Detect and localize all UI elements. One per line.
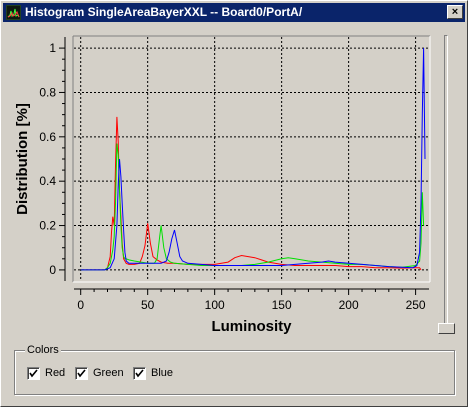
checkmark-icon [135, 368, 144, 377]
green-checkbox-box[interactable] [75, 366, 88, 380]
histogram-plot: 0 0.2 0.4 0.6 0.8 1 0 50 100 150 200 250 Luminosity D… [14, 35, 431, 335]
y-tick-label: 0.4 [39, 174, 56, 188]
close-icon: × [451, 6, 459, 18]
y-axis-label: Distribution [%] [14, 103, 31, 215]
series-line-blue [80, 48, 426, 271]
title-bar[interactable]: Histogram SingleAreaBayerXXL -- Board0/P… [3, 3, 465, 22]
red-checkbox[interactable]: Red [27, 366, 65, 380]
vertical-slider-track[interactable] [444, 35, 448, 327]
y-tick-label: 0.8 [39, 85, 56, 99]
y-tick-label: 0.2 [39, 219, 56, 233]
close-button[interactable]: × [447, 5, 463, 19]
x-tick-label: 100 [205, 298, 225, 312]
checkmark-icon [77, 368, 86, 377]
histogram-app-icon [6, 5, 21, 20]
window-title: Histogram SingleAreaBayerXXL -- Board0/P… [25, 5, 303, 19]
series-line-red [80, 116, 422, 271]
green-checkbox[interactable]: Green [75, 366, 124, 380]
colors-groupbox [14, 350, 455, 395]
red-checkbox-box[interactable] [27, 366, 40, 380]
plot-background [73, 36, 430, 282]
x-axis-label: Luminosity [211, 318, 292, 335]
y-tick-label: 0 [49, 263, 56, 277]
checkmark-icon [29, 368, 38, 377]
red-checkbox-label: Red [45, 367, 66, 379]
x-tick-label: 0 [77, 298, 84, 312]
blue-checkbox-label: Blue [151, 367, 174, 379]
colors-group-label: Colors [25, 344, 61, 356]
x-tick-label: 200 [339, 298, 359, 312]
x-tick-label: 150 [272, 298, 292, 312]
y-tick-label: 1 [49, 41, 56, 55]
vertical-slider-thumb[interactable] [438, 323, 455, 334]
blue-checkbox[interactable]: Blue [133, 366, 173, 380]
blue-checkbox-box[interactable] [133, 366, 146, 380]
histogram-chart: 0 0.2 0.4 0.6 0.8 1 0 50 100 150 200 250 Luminosity D… [7, 25, 435, 341]
y-tick-label: 0.6 [39, 130, 56, 144]
x-tick-label: 50 [141, 298, 155, 312]
x-tick-label: 250 [406, 298, 426, 312]
green-checkbox-label: Green [93, 367, 124, 379]
